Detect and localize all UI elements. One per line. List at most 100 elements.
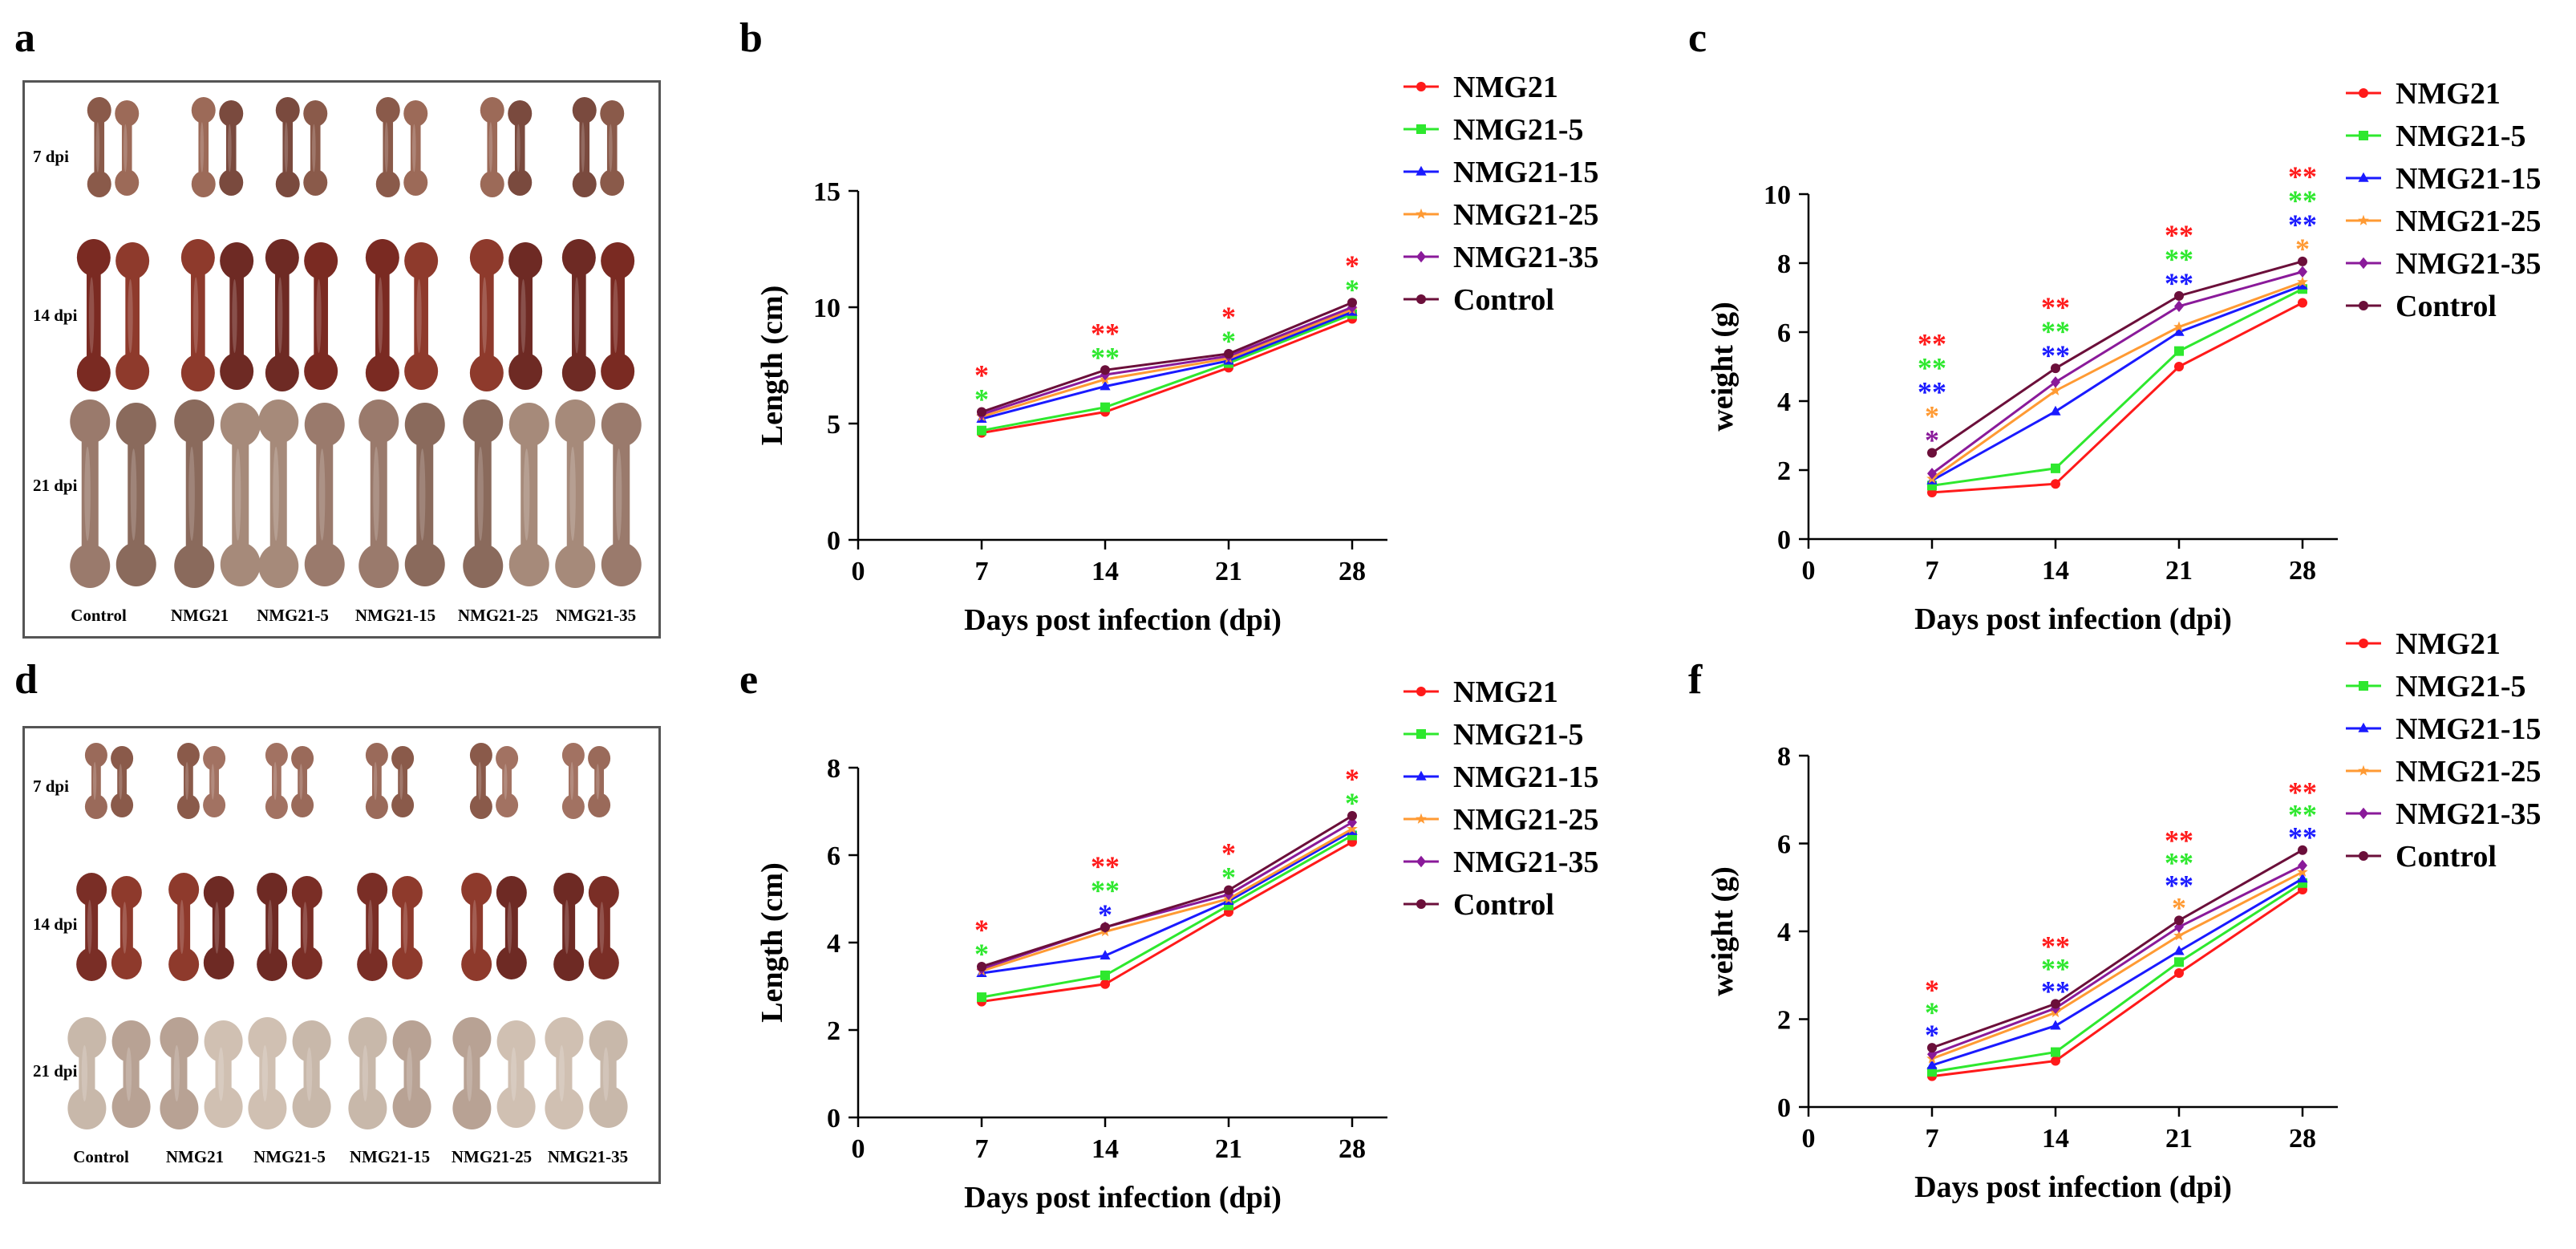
- bone-head-bottom: [67, 1087, 107, 1129]
- bone-highlight: [507, 902, 512, 954]
- bone-head-top: [561, 239, 596, 277]
- bone-highlight: [574, 277, 580, 354]
- bone-shaft: [566, 424, 584, 564]
- x-tick-label: 21: [1215, 1134, 1242, 1164]
- data-point: [2174, 915, 2184, 926]
- col-label-nmg21-35: NMG21-35: [555, 606, 637, 625]
- bone-highlight: [217, 1047, 225, 1101]
- bone-shape: [303, 100, 328, 196]
- legend-label: NMG21-15: [1453, 156, 1599, 189]
- panel-letter-a: a: [14, 15, 35, 61]
- data-point: [1100, 402, 1110, 412]
- row-label-7dpi: 7 dpi: [33, 777, 69, 796]
- x-tick-label: 7: [1926, 556, 1939, 586]
- bone-shape: [265, 743, 288, 819]
- data-point: [2051, 999, 2060, 1009]
- data-point: [2297, 279, 2308, 290]
- bone-shape: [248, 1017, 287, 1129]
- bone-shape: [365, 239, 399, 391]
- data-point: [2051, 463, 2060, 473]
- data-point: [2358, 214, 2369, 225]
- significance-mark: **: [2041, 339, 2070, 371]
- bone-shaft: [470, 890, 484, 963]
- legend-label: NMG21-5: [1453, 718, 1584, 752]
- bone-head-top: [258, 399, 299, 444]
- bone-head-bottom: [600, 169, 625, 196]
- bone-shape: [555, 399, 596, 588]
- data-point: [1416, 250, 1426, 263]
- bone-head-bottom: [115, 169, 140, 196]
- legend-label: NMG21: [1453, 675, 1558, 709]
- bone-head-top: [588, 876, 619, 910]
- bone-head-bottom: [265, 794, 288, 819]
- bone-shape: [220, 403, 261, 586]
- bone-head-top: [392, 1020, 431, 1063]
- bone-shaft: [613, 427, 630, 562]
- x-tick-label: 0: [1802, 1124, 1816, 1154]
- bone-shaft: [400, 894, 414, 962]
- series-group: [1926, 256, 2308, 497]
- series-line-nmg21-25: [1931, 281, 2303, 480]
- bone-shape: [304, 403, 345, 586]
- legend-label: NMG21-5: [1453, 113, 1584, 147]
- data-point: [2359, 851, 2368, 861]
- significance-mark: **: [2165, 243, 2193, 275]
- series-line-nmg21-15: [981, 310, 1353, 420]
- significance-mark: **: [2041, 952, 2070, 984]
- x-tick-label: 21: [1215, 557, 1242, 586]
- col-label-nmg21-25: NMG21-25: [451, 1147, 533, 1166]
- data-point: [1927, 468, 1937, 480]
- bone-shape: [292, 1020, 331, 1128]
- panel-letter-e: e: [739, 657, 759, 703]
- bone-head-top: [111, 876, 142, 910]
- bone-shape: [203, 876, 234, 979]
- panel-letter-b: b: [739, 15, 763, 61]
- bone-head-top: [601, 403, 642, 447]
- bone-highlight: [412, 124, 416, 172]
- data-point: [2173, 945, 2185, 955]
- data-point: [2050, 405, 2061, 416]
- y-tick-label: 15: [813, 177, 840, 207]
- y-tick-label: 2: [1777, 456, 1791, 486]
- data-point: [2298, 845, 2307, 855]
- bone-head-top: [111, 746, 134, 771]
- bone-shape: [391, 746, 415, 817]
- series-group: [976, 298, 1358, 438]
- bone-shape: [291, 876, 322, 979]
- y-axis-title: Length (cm): [755, 862, 789, 1022]
- data-point: [2359, 131, 2368, 140]
- significance-mark: **: [2165, 219, 2193, 251]
- x-tick-label: 0: [852, 557, 865, 586]
- data-point: [1416, 813, 1427, 824]
- bone-head-bottom: [553, 947, 585, 981]
- legend-label: NMG21-35: [1453, 846, 1599, 879]
- bone-head-bottom: [357, 947, 388, 981]
- bone-highlight: [299, 764, 303, 800]
- bone-head-top: [469, 239, 504, 277]
- bone-head-bottom: [391, 946, 423, 979]
- bone-highlight: [362, 1045, 369, 1101]
- bone-head-bottom: [257, 947, 288, 981]
- series-line-nmg21-15: [981, 829, 1353, 975]
- bone-head-bottom: [176, 794, 200, 819]
- significance-mark: *: [1098, 898, 1112, 931]
- bone-shape: [275, 97, 300, 197]
- significance-mark: *: [1221, 301, 1236, 333]
- data-point: [2359, 807, 2368, 820]
- panel-letter-f: f: [1688, 657, 1703, 703]
- bone-head-bottom: [291, 946, 322, 979]
- data-point: [2051, 1047, 2060, 1057]
- bone-shaft: [579, 112, 590, 183]
- bone-shaft: [229, 262, 244, 370]
- row-label-21dpi: 21 dpi: [33, 476, 78, 495]
- bone-shaft: [125, 262, 140, 370]
- bone-highlight: [261, 1045, 269, 1101]
- y-tick-label: 6: [1777, 318, 1791, 348]
- bone-shape: [76, 239, 111, 391]
- significance-mark: **: [2288, 209, 2317, 241]
- bone-highlight: [615, 448, 622, 541]
- bone-shaft: [275, 259, 290, 371]
- data-point: [2173, 321, 2185, 332]
- data-point: [1100, 950, 1111, 960]
- series-line-control: [981, 301, 1353, 413]
